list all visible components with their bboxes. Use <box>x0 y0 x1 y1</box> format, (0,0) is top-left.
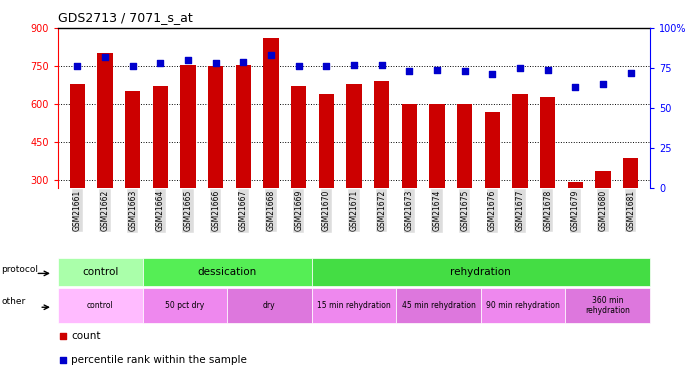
Bar <box>98 53 112 256</box>
Bar <box>346 84 362 256</box>
Point <box>542 67 554 73</box>
Bar <box>595 171 611 256</box>
Point <box>597 81 609 87</box>
Point <box>459 68 470 74</box>
Text: GSM21680: GSM21680 <box>598 190 607 231</box>
Text: GSM21665: GSM21665 <box>184 190 193 231</box>
Bar <box>512 94 528 256</box>
Text: GSM21672: GSM21672 <box>377 190 386 231</box>
Bar <box>153 86 168 256</box>
Point <box>210 60 221 66</box>
Text: GSM21666: GSM21666 <box>211 190 220 231</box>
Text: GSM21668: GSM21668 <box>267 190 276 231</box>
Point <box>72 63 83 69</box>
Text: other: other <box>1 297 25 306</box>
Bar <box>540 97 555 256</box>
Text: GSM21676: GSM21676 <box>488 190 497 231</box>
Bar <box>567 182 583 256</box>
Point <box>238 58 249 64</box>
Point <box>625 70 636 76</box>
Bar <box>565 288 650 323</box>
Bar <box>396 288 481 323</box>
Bar <box>208 66 223 256</box>
Text: GSM21671: GSM21671 <box>350 190 359 231</box>
Bar <box>457 104 473 256</box>
Bar <box>402 104 417 256</box>
Text: GSM21675: GSM21675 <box>460 190 469 231</box>
Bar <box>125 92 140 256</box>
Bar <box>142 258 312 286</box>
Text: GSM21669: GSM21669 <box>294 190 303 231</box>
Text: 45 min rehydration: 45 min rehydration <box>401 301 475 310</box>
Text: GSM21673: GSM21673 <box>405 190 414 231</box>
Bar <box>236 65 251 257</box>
Text: 360 min
rehydration: 360 min rehydration <box>586 296 630 315</box>
Point <box>403 68 415 74</box>
Bar <box>291 86 306 256</box>
Text: control: control <box>87 301 114 310</box>
Text: GSM21679: GSM21679 <box>571 190 580 231</box>
Text: percentile rank within the sample: percentile rank within the sample <box>71 354 247 364</box>
Text: rehydration: rehydration <box>450 267 511 277</box>
Point <box>293 63 304 69</box>
Bar <box>142 288 227 323</box>
Point <box>514 65 526 71</box>
Bar <box>623 158 638 256</box>
Bar <box>180 65 195 257</box>
Point <box>570 84 581 90</box>
Bar <box>319 94 334 256</box>
Text: GDS2713 / 7071_s_at: GDS2713 / 7071_s_at <box>58 11 193 24</box>
Point <box>348 62 359 68</box>
Point <box>155 60 166 66</box>
Bar <box>484 112 500 256</box>
Text: 50 pct dry: 50 pct dry <box>165 301 205 310</box>
Text: GSM21670: GSM21670 <box>322 190 331 231</box>
Text: GSM21661: GSM21661 <box>73 190 82 231</box>
Text: GSM21677: GSM21677 <box>516 190 524 231</box>
Point <box>182 57 193 63</box>
Point <box>376 62 387 68</box>
Text: GSM21674: GSM21674 <box>433 190 442 231</box>
Text: GSM21664: GSM21664 <box>156 190 165 231</box>
Text: 90 min rehydration: 90 min rehydration <box>487 301 560 310</box>
Bar <box>70 84 85 256</box>
Text: GSM21667: GSM21667 <box>239 190 248 231</box>
Bar <box>263 38 279 256</box>
Bar <box>312 288 396 323</box>
Bar <box>481 288 565 323</box>
Text: GSM21681: GSM21681 <box>626 190 635 231</box>
Text: GSM21662: GSM21662 <box>101 190 110 231</box>
Point <box>431 67 443 73</box>
Point <box>487 71 498 77</box>
Text: 15 min rehydration: 15 min rehydration <box>317 301 391 310</box>
Point <box>99 54 110 60</box>
Text: protocol: protocol <box>1 265 38 274</box>
Point <box>321 63 332 69</box>
Point <box>57 357 68 363</box>
Text: GSM21678: GSM21678 <box>543 190 552 231</box>
Text: count: count <box>71 330 101 340</box>
Bar <box>58 258 142 286</box>
Point <box>57 333 68 339</box>
Point <box>265 52 276 58</box>
Text: dry: dry <box>263 301 276 310</box>
Text: control: control <box>82 267 119 277</box>
Point <box>127 63 138 69</box>
Text: GSM21663: GSM21663 <box>128 190 138 231</box>
Bar <box>429 104 445 256</box>
Bar <box>227 288 312 323</box>
Bar <box>58 288 142 323</box>
Bar <box>312 258 650 286</box>
Bar <box>374 81 389 256</box>
Text: dessication: dessication <box>198 267 257 277</box>
